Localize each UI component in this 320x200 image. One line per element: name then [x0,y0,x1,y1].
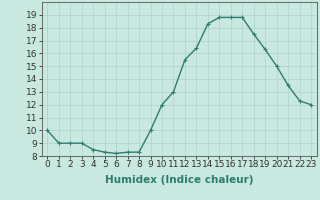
X-axis label: Humidex (Indice chaleur): Humidex (Indice chaleur) [105,175,253,185]
